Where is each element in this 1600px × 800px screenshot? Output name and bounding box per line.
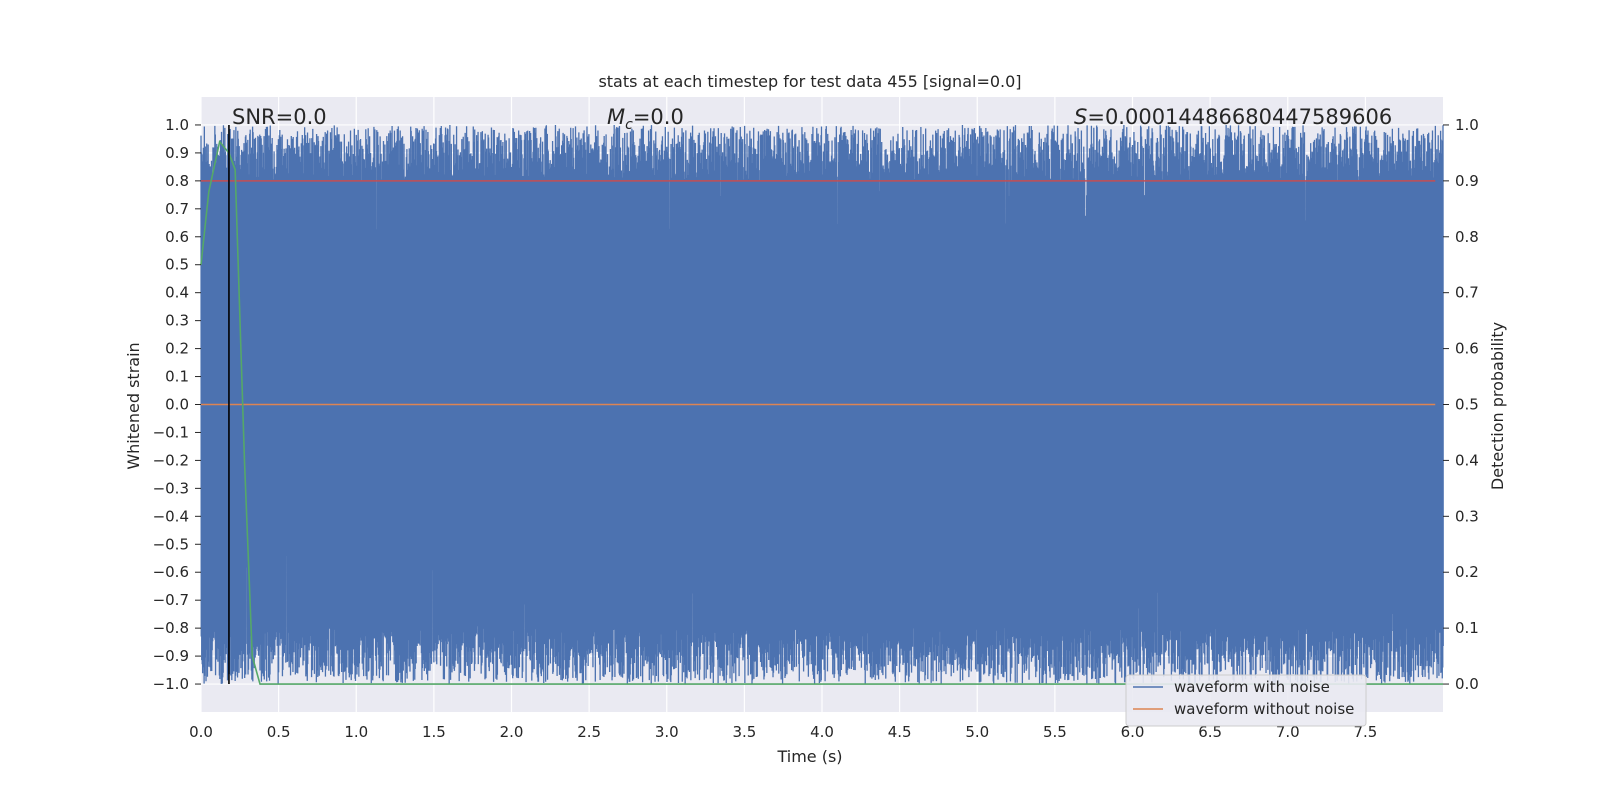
chirp-mass-subscript: c <box>625 117 633 133</box>
y2-tick-label: 0.1 <box>1455 619 1479 637</box>
x-tick-label: 0.5 <box>267 723 291 741</box>
y-tick-label: 0.0 <box>165 396 189 414</box>
y-tick-label: −0.4 <box>153 507 189 525</box>
s-annotation: S=0.00014486680447589606 <box>1074 105 1392 129</box>
y2-tick-label: 0.5 <box>1455 396 1479 414</box>
x-tick-label: 0.0 <box>189 723 213 741</box>
legend: waveform with noise waveform without noi… <box>1125 674 1367 727</box>
series-detection-probability <box>200 139 1443 685</box>
x-axis-label: Time (s) <box>776 747 842 766</box>
chirp-mass-annotation: Mc=0.0 <box>607 105 684 133</box>
legend-label-clean: waveform without noise <box>1174 700 1354 718</box>
y-tick-label: 0.2 <box>165 340 189 358</box>
x-tick-label: 1.5 <box>422 723 446 741</box>
x-tick-label: 1.0 <box>344 723 368 741</box>
y2-tick-label: 0.3 <box>1455 507 1479 525</box>
y-tick-label: 0.6 <box>165 228 189 246</box>
y2-tick-label: 1.0 <box>1455 116 1479 134</box>
chirp-mass-value: =0.0 <box>633 105 684 129</box>
y2-axis-label: Detection probability <box>1488 322 1507 490</box>
y-tick-label: −0.5 <box>153 535 189 553</box>
y-tick-label: −0.9 <box>153 647 189 665</box>
y2-tick-label: 0.6 <box>1455 340 1479 358</box>
x-tick-label: 2.0 <box>500 723 524 741</box>
x-tick-label: 4.5 <box>888 723 912 741</box>
y-tick-label: −1.0 <box>153 675 189 693</box>
x-tick-label: 5.5 <box>1043 723 1067 741</box>
x-tick-label: 6.0 <box>1121 723 1145 741</box>
y-tick-label: 1.0 <box>165 116 189 134</box>
s-symbol: S <box>1074 105 1087 129</box>
x-tick-label: 7.0 <box>1276 723 1300 741</box>
legend-box <box>1125 674 1367 727</box>
x-tick-label: 6.5 <box>1198 723 1222 741</box>
y-tick-label: 0.4 <box>165 284 189 302</box>
x-ticks: 0.0 0.5 1.0 1.5 2.0 2.5 3.0 3.5 4.0 4.5 5.0 5.5 6.0 6… <box>189 723 1377 741</box>
x-tick-label: 2.5 <box>577 723 601 741</box>
y-tick-label: −0.1 <box>153 423 189 441</box>
y2-tick-label: 0.9 <box>1455 172 1479 190</box>
x-tick-label: 3.5 <box>732 723 756 741</box>
chirp-mass-symbol: M <box>607 105 625 129</box>
y-tick-label: −0.6 <box>153 563 189 581</box>
y-tick-label: 0.1 <box>165 368 189 386</box>
y-axis-label: Whitened strain <box>124 342 143 469</box>
y-tick-label: 0.3 <box>165 312 189 330</box>
chart-title: stats at each timestep for test data 455… <box>598 72 1021 91</box>
y2-tick-label: 0.7 <box>1455 284 1479 302</box>
y-tick-label: −0.7 <box>153 591 189 609</box>
x-tick-label: 7.5 <box>1353 723 1377 741</box>
noise-trace <box>200 124 1444 685</box>
s-value: =0.00014486680447589606 <box>1087 105 1392 129</box>
y2-tick-label: 0.0 <box>1455 675 1479 693</box>
y-ticks: 1.0 0.9 0.8 0.7 0.6 0.5 0.4 0.3 0.2 0.1 0.0 −0.1 −0.… <box>153 116 201 693</box>
y2-ticks: 1.0 0.9 0.8 0.7 0.6 0.5 0.4 0.3 0.2 0.1 0.0 <box>1443 116 1479 693</box>
y-tick-label: −0.2 <box>153 451 189 469</box>
legend-label-noise: waveform with noise <box>1174 678 1330 696</box>
series-waveform-with-noise <box>200 124 1444 685</box>
x-tick-label: 5.0 <box>965 723 989 741</box>
y-tick-label: −0.8 <box>153 619 189 637</box>
y-tick-label: 0.9 <box>165 144 189 162</box>
x-tick-label: 3.0 <box>655 723 679 741</box>
y2-tick-label: 0.2 <box>1455 563 1479 581</box>
snr-annotation: SNR=0.0 <box>232 105 327 129</box>
y2-tick-label: 0.8 <box>1455 228 1479 246</box>
y-tick-label: −0.3 <box>153 479 189 497</box>
y-tick-label: 0.8 <box>165 172 189 190</box>
x-tick-label: 4.0 <box>810 723 834 741</box>
y-tick-label: 0.7 <box>165 200 189 218</box>
y-tick-label: 0.5 <box>165 256 189 274</box>
y2-tick-label: 0.4 <box>1455 451 1479 469</box>
